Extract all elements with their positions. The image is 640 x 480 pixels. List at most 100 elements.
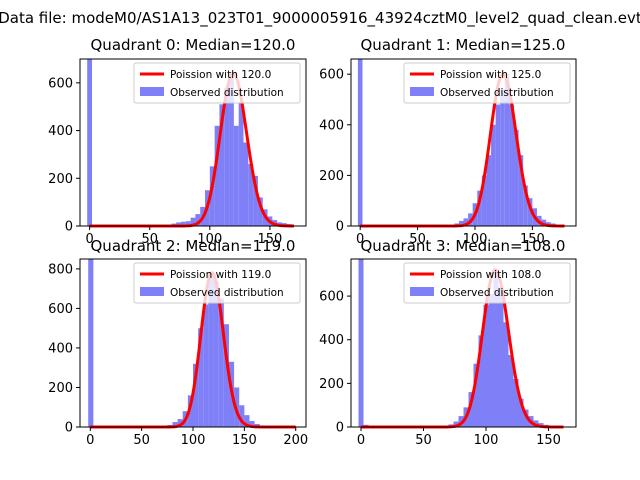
axes: 0 50 100 150 200 0 200 400 600 800	[48, 258, 308, 448]
legend-label-observed: Observed distribution	[440, 87, 554, 99]
x-tick-label: 100	[474, 433, 499, 448]
histogram-bar	[508, 355, 514, 427]
histogram-bar	[218, 298, 224, 427]
histogram-bar	[453, 421, 459, 427]
y-tick-label: 200	[319, 377, 344, 392]
panel-quadrant-2: Quadrant 2: Median=119.0 0 50 100 150 200 0 20…	[48, 237, 308, 448]
histogram-bar	[209, 166, 215, 226]
histogram-bar	[486, 155, 492, 226]
legend-label-observed: Observed distribution	[440, 287, 554, 299]
histogram-bar	[214, 125, 220, 226]
y-tick-label: 800	[48, 262, 73, 277]
histogram-bar	[172, 422, 178, 427]
y-tick-label: 400	[319, 118, 344, 133]
y-tick-label: 400	[319, 333, 344, 348]
histogram-bar	[488, 293, 494, 427]
histogram-bar	[483, 304, 489, 427]
histogram-bar	[527, 198, 533, 226]
histogram-bar	[357, 59, 363, 226]
panel-title: Quadrant 2: Median=119.0	[91, 237, 296, 255]
histogram-bar	[358, 259, 364, 427]
panel-title: Quadrant 1: Median=125.0	[361, 36, 566, 54]
y-tick-label: 200	[48, 381, 73, 396]
legend-patch-swatch	[140, 287, 164, 296]
legend: Poission with 120.0 Observed distributio…	[133, 62, 301, 104]
legend-label-poisson: Poission with 125.0	[440, 69, 541, 81]
y-tick-label: 0	[65, 421, 73, 436]
x-tick-label: 200	[283, 433, 308, 448]
histogram-bar	[238, 101, 244, 226]
histogram-bar	[253, 175, 258, 226]
histogram-bar	[180, 221, 186, 226]
histogram-bar	[249, 421, 255, 427]
histogram-bar	[224, 87, 230, 226]
legend-frame	[133, 62, 301, 104]
histogram-bar	[243, 142, 249, 226]
legend: Poission with 125.0 Observed distributio…	[403, 62, 571, 104]
histogram-bar	[88, 259, 94, 427]
histogram-bar	[504, 74, 510, 227]
legend-patch-swatch	[410, 287, 434, 296]
axes: 0 50 100 150 0 200 400 600	[319, 258, 577, 448]
y-tick-label: 600	[48, 76, 73, 91]
panel-quadrant-0: Quadrant 0: Median=120.0 0 50 100 150 0 200 40…	[48, 36, 307, 247]
histogram-bar	[244, 415, 250, 427]
x-tick-label: 50	[141, 232, 158, 247]
histogram-bar	[257, 197, 263, 226]
x-tick-label: 50	[409, 232, 426, 247]
histogram-bar	[468, 392, 474, 427]
histogram-bar	[190, 217, 196, 226]
histogram-bar	[87, 59, 93, 226]
histogram-bar	[491, 124, 496, 226]
histogram-bar	[493, 269, 499, 427]
histogram-bar	[509, 104, 515, 226]
histogram-bar	[458, 416, 464, 427]
axes-frame	[79, 58, 307, 227]
y-tick-label: 0	[336, 220, 344, 235]
legend: Poission with 119.0 Observed distributio…	[133, 262, 301, 304]
legend-label-poisson: Poission with 108.0	[440, 269, 541, 281]
legend-label-observed: Observed distribution	[170, 87, 284, 99]
histogram-bar	[478, 335, 484, 427]
x-tick-label: 100	[197, 232, 222, 247]
x-tick-label: 0	[357, 433, 365, 448]
legend-label-observed: Observed distribution	[170, 287, 284, 299]
histogram-bar	[458, 220, 464, 226]
x-tick-label: 50	[415, 433, 432, 448]
histogram-bar	[193, 363, 199, 427]
histogram-bar	[213, 280, 219, 427]
axes-frame	[350, 258, 577, 428]
panel-title: Quadrant 0: Median=120.0	[91, 36, 296, 54]
x-tick-label: 150	[520, 232, 545, 247]
y-tick-label: 400	[48, 341, 73, 356]
histogram-bar	[177, 419, 183, 427]
histogram-bar	[503, 322, 509, 427]
panel-title: Quadrant 3: Median=108.0	[361, 237, 566, 255]
x-tick-label: 150	[258, 232, 283, 247]
y-tick-label: 200	[48, 172, 73, 187]
y-tick-label: 200	[319, 169, 344, 184]
histogram-bar	[463, 218, 469, 226]
x-tick-label: 0	[356, 232, 364, 247]
legend-label-poisson: Poission with 119.0	[170, 269, 271, 281]
histogram-bar	[229, 73, 234, 226]
histogram-bar	[248, 163, 254, 226]
x-tick-label: 100	[463, 232, 488, 247]
legend-patch-swatch	[140, 87, 164, 96]
x-tick-label: 100	[181, 433, 206, 448]
histogram-bar	[195, 214, 201, 226]
figure-suptitle: Data file: modeM0/AS1A13_023T01_90000059…	[0, 9, 640, 28]
axes: 0 50 100 150 0 200 400 600	[48, 58, 307, 247]
histogram-bar	[219, 104, 225, 226]
histogram-bars	[357, 59, 560, 227]
histogram-bar	[198, 328, 204, 427]
histogram-bar	[223, 324, 229, 427]
x-tick-label: 0	[85, 232, 93, 247]
legend-frame	[133, 262, 301, 304]
histogram-bar	[473, 363, 479, 427]
histogram-bar	[514, 129, 519, 226]
histogram-bar	[239, 405, 245, 427]
histogram-bars	[358, 259, 554, 427]
histogram-bar	[523, 185, 528, 226]
